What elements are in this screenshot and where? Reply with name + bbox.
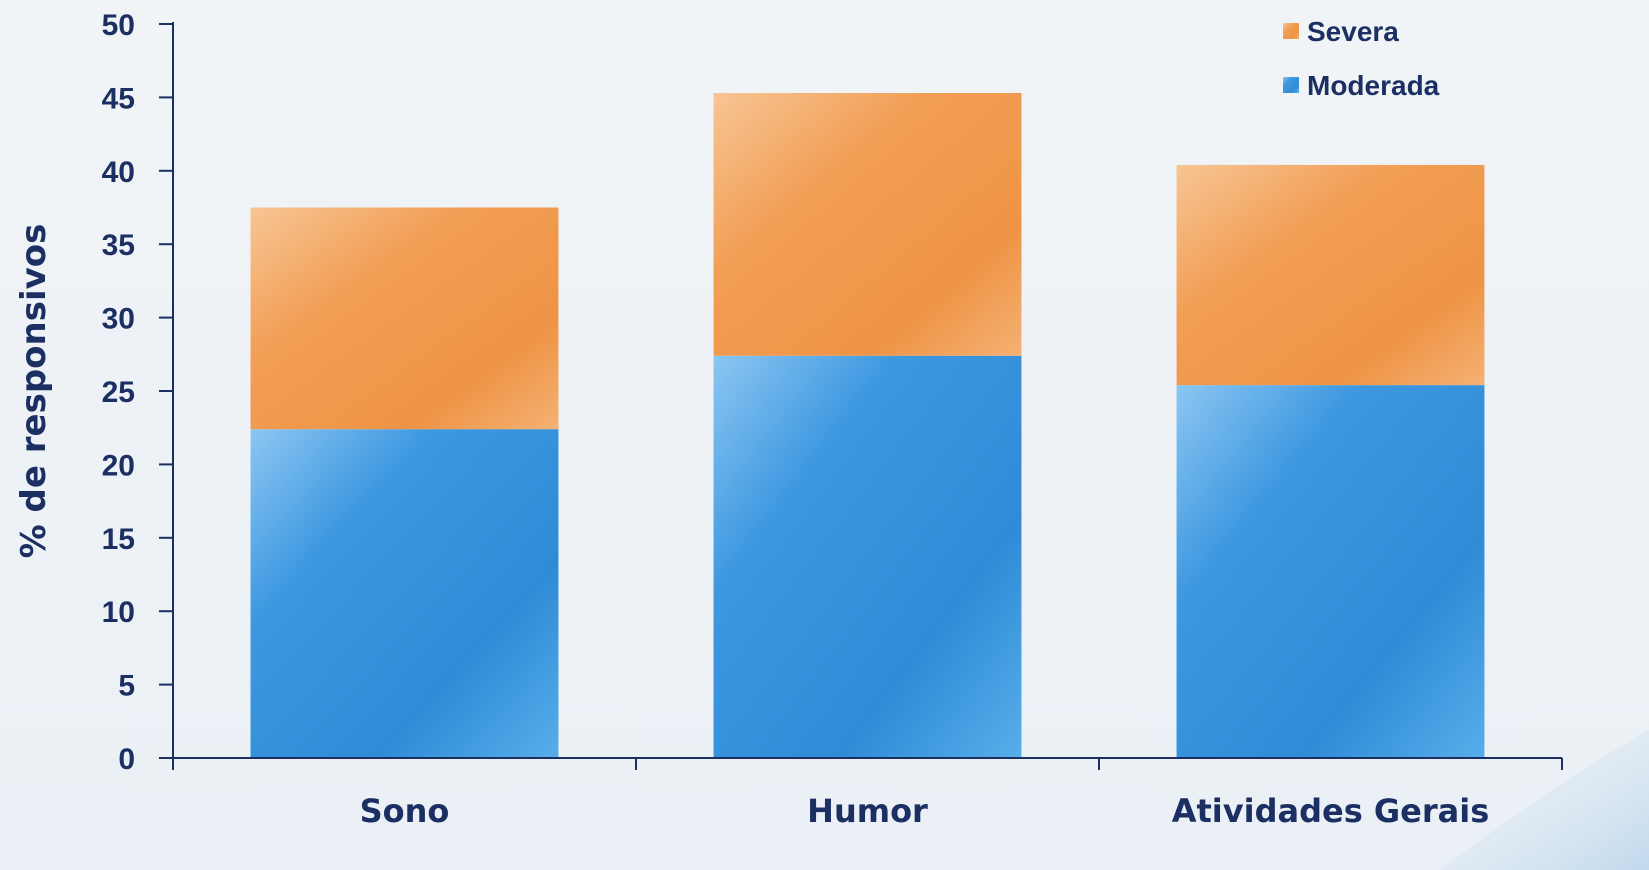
- y-tick-label-5: 5: [118, 670, 135, 703]
- legend-label-moderada: Moderada: [1307, 70, 1440, 101]
- bar-severa-sono: [250, 207, 559, 430]
- y-axis-title: % de responsivos: [14, 224, 54, 559]
- axes-layer: [159, 22, 1563, 770]
- y-tick-label-10: 10: [102, 596, 135, 629]
- y-tick-label-0: 0: [118, 743, 135, 776]
- legend-swatch-severa: [1283, 23, 1299, 39]
- legend-swatch-moderada: [1283, 77, 1299, 93]
- y-tick-label-25: 25: [102, 376, 135, 409]
- legend: Severa Moderada: [1283, 16, 1440, 101]
- bars-layer: [250, 92, 1485, 758]
- y-tick-label-15: 15: [102, 523, 135, 556]
- bar-moderada-atividades-gerais: [1176, 385, 1485, 758]
- x-tick-label-sono: Sono: [360, 792, 450, 830]
- labels-layer: Sono Humor Atividades Gerais 0 5 10 15 20 25 30 35…: [14, 9, 1489, 830]
- y-tick-label-40: 40: [102, 156, 135, 189]
- bar-severa-atividades-gerais: [1176, 164, 1485, 386]
- y-tick-label-50: 50: [102, 9, 135, 42]
- y-tick-label-20: 20: [102, 449, 135, 482]
- x-tick-label-humor: Humor: [807, 792, 928, 830]
- x-tick-label-atividades-gerais: Atividades Gerais: [1172, 792, 1490, 830]
- y-tick-label-45: 45: [102, 82, 135, 115]
- bar-moderada-humor: [713, 355, 1022, 758]
- background-swoosh: [1440, 730, 1649, 870]
- y-tick-label-30: 30: [102, 303, 135, 336]
- bar-severa-humor: [713, 92, 1022, 356]
- legend-label-severa: Severa: [1307, 16, 1399, 47]
- bar-moderada-sono: [250, 429, 559, 758]
- y-tick-label-35: 35: [102, 229, 135, 262]
